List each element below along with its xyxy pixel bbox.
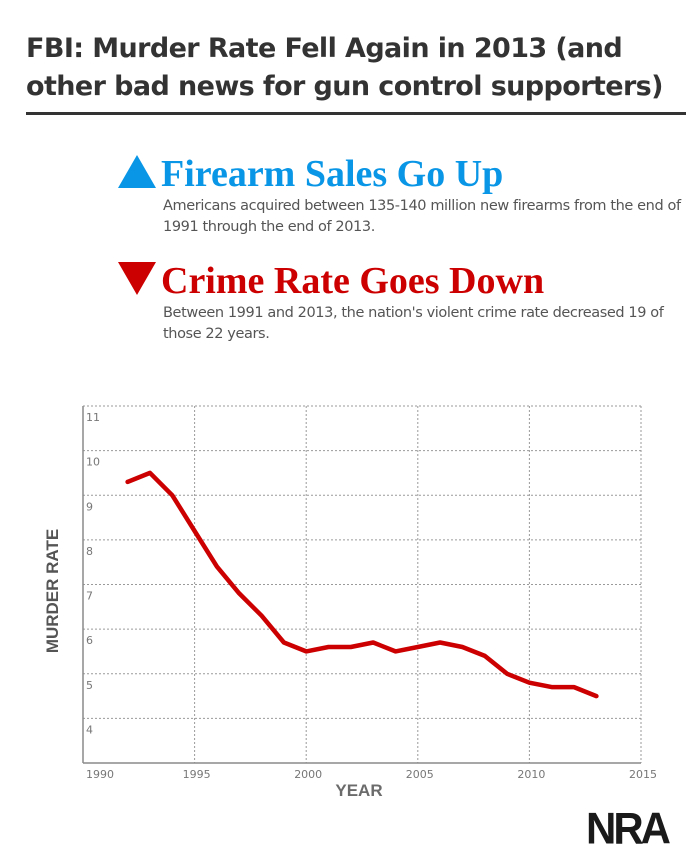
y-tick-label: 5 (86, 679, 93, 692)
y-tick-label: 8 (86, 545, 93, 558)
y-tick-label: 6 (86, 634, 93, 647)
x-tick-label: 2010 (517, 768, 545, 781)
y-tick-label: 4 (86, 723, 93, 736)
x-tick-label: 2005 (406, 768, 434, 781)
callout-crime-rate: Crime Rate Goes Down Between 1991 and 20… (118, 259, 700, 345)
x-tick-label: 2015 (629, 768, 657, 781)
callout-body: Between 1991 and 2013, the nation's viol… (163, 305, 664, 342)
chart-grid (83, 405, 642, 763)
x-tick-label: 2000 (294, 768, 322, 781)
headline: FBI: Murder Rate Fell Again in 2013 (and… (26, 33, 663, 102)
headline-underline (26, 112, 686, 115)
callout-body: Americans acquired between 135-140 milli… (163, 198, 681, 235)
callout-title: Firearm Sales Go Up (161, 153, 504, 195)
callout-title: Crime Rate Goes Down (161, 260, 545, 302)
chart-axes (82, 406, 641, 764)
nra-logo: NRA (586, 803, 671, 854)
triangle-down-icon (118, 262, 156, 295)
y-tick-label: 10 (86, 456, 100, 469)
chart-tick-labels: 4 5 6 7 8 9 10 11 1990 1995 2000 2005 2010 2015 (86, 411, 657, 781)
triangle-up-icon (118, 155, 156, 188)
x-tick-label: 1995 (183, 768, 211, 781)
y-axis-label: MURDER RATE (43, 528, 62, 654)
y-tick-label: 9 (86, 500, 93, 513)
x-axis-label: YEAR (335, 781, 383, 800)
y-tick-label: 7 (86, 590, 93, 603)
y-tick-label: 11 (86, 411, 100, 424)
murder-rate-line (125, 470, 599, 699)
x-tick-label: 1990 (86, 768, 114, 781)
callout-firearm-sales: Firearm Sales Go Up Americans acquired b… (118, 152, 700, 238)
